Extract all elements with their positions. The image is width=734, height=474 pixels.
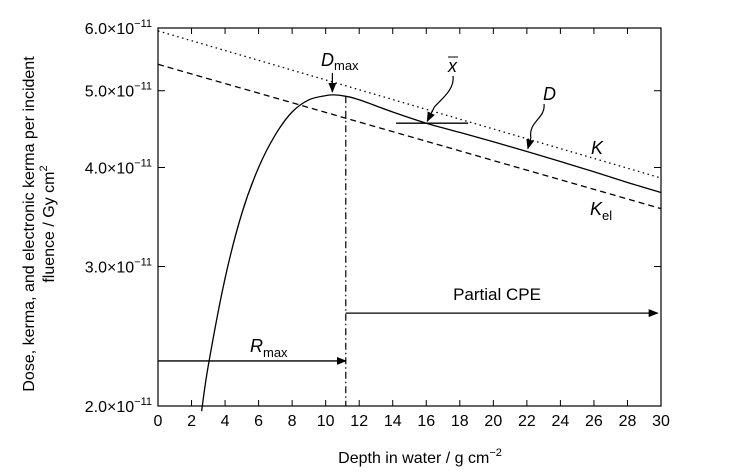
x-tick-label: 26 xyxy=(585,413,603,430)
x-tick-label: 28 xyxy=(619,413,637,430)
x-tick-label: 20 xyxy=(484,413,502,430)
y-axis-title-line1: Dose, kerma, and electronic kerma per in… xyxy=(21,56,38,392)
annotations: Dmax x D K Kel Rmax Partial CPE xyxy=(250,50,612,360)
x-tick-label: 2 xyxy=(187,413,196,430)
series-line-d xyxy=(200,94,662,412)
y-axis-title: Dose, kerma, and electronic kerma per in… xyxy=(21,56,58,392)
partial-cpe-label: Partial CPE xyxy=(453,285,541,304)
y-tick-label: 2.0×10−11 xyxy=(85,396,152,416)
xbar-pointer xyxy=(426,75,454,123)
x-tick-label: 14 xyxy=(384,413,402,430)
rmax-label: Rmax xyxy=(250,336,288,360)
k-label: K xyxy=(591,138,604,158)
x-tick-label: 8 xyxy=(288,413,297,430)
reference-lines xyxy=(158,96,659,406)
series-line-kel xyxy=(157,63,662,210)
x-tick-label: 22 xyxy=(518,413,536,430)
d-label: D xyxy=(543,84,556,104)
y-axis-ticks: 2.0×10−11 3.0×10−11 4.0×10−11 5.0×10−11 6.0×… xyxy=(85,18,661,416)
y-tick-label: 3.0×10−11 xyxy=(85,256,152,276)
x-tick-label: 30 xyxy=(652,413,670,430)
series-line-k xyxy=(157,30,662,179)
kel-label: Kel xyxy=(590,199,612,223)
y-axis-title-line2: fluence / Gy cm2 xyxy=(38,165,58,282)
y-tick-label: 4.0×10−11 xyxy=(85,158,152,178)
x-tick-label: 18 xyxy=(451,413,469,430)
plot-frame xyxy=(157,27,662,407)
x-axis-title: Depth in water / g cm−2 xyxy=(338,447,502,467)
x-axis-ticks: 0 2 4 6 8 10 12 14 16 18 20 22 24 26 28 30 xyxy=(154,28,670,430)
svg-text:x: x xyxy=(447,56,458,76)
x-tick-label: 10 xyxy=(317,413,335,430)
x-tick-label: 0 xyxy=(154,413,163,430)
dmax-label: Dmax xyxy=(321,50,359,73)
x-tick-label: 16 xyxy=(417,413,435,430)
x-tick-label: 6 xyxy=(254,413,263,430)
y-tick-label: 6.0×10−11 xyxy=(85,18,152,38)
d-pointer xyxy=(526,103,545,150)
xbar-label: x xyxy=(447,56,458,76)
x-tick-label: 12 xyxy=(350,413,368,430)
x-tick-label: 4 xyxy=(221,413,230,430)
y-tick-label: 5.0×10−11 xyxy=(85,81,152,101)
series-layer xyxy=(157,30,662,412)
x-tick-label: 24 xyxy=(552,413,570,430)
